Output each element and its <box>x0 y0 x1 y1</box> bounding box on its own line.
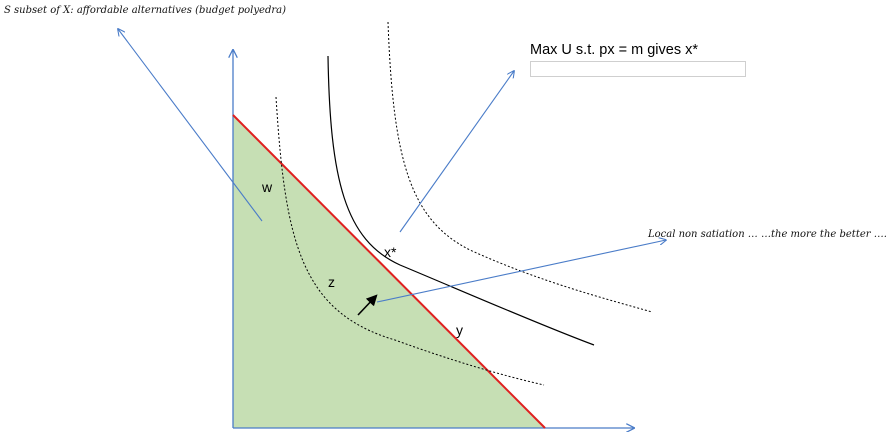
indifference-curve-tangent <box>327 55 595 346</box>
point-z-label: z <box>328 274 335 290</box>
point-y-label: y <box>456 322 463 338</box>
lns-pointer-arrow <box>376 240 666 303</box>
lns-label: Local non satiation … …the more the bett… <box>647 229 887 240</box>
point-x-star-label: x* <box>384 244 397 260</box>
max-utility-label: Max U s.t. px = m gives x* <box>530 42 698 58</box>
max-pointer-arrow <box>399 71 514 233</box>
indifference-curve-upper-dotted <box>387 21 653 313</box>
improvement-arrow <box>357 294 378 316</box>
caption-text: S subset of X: affordable alternatives (… <box>4 5 286 16</box>
budget-line <box>232 114 546 429</box>
indifference-curve-lower-dotted <box>275 96 545 386</box>
caption-pointer-arrow <box>118 29 263 222</box>
max-label-box <box>530 61 746 77</box>
point-w-label: w <box>261 179 273 195</box>
